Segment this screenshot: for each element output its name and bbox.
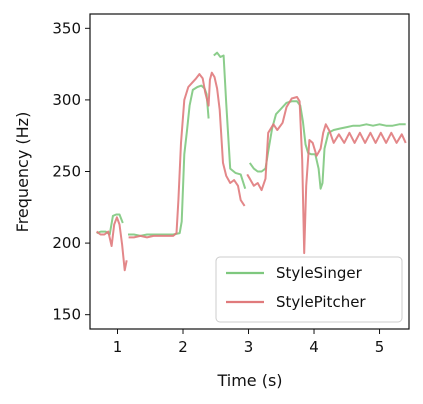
x-tick-label: 3: [244, 338, 254, 356]
y-axis: 150 200 250 300 350: [52, 19, 90, 324]
x-tick-label: 5: [375, 338, 385, 356]
series-layer: [96, 51, 407, 272]
series-line-stylepitcher: [246, 96, 407, 255]
x-axis: 1 2 3 4 5: [113, 329, 385, 356]
series-stylesinger: [96, 51, 406, 237]
x-tick-label: 1: [113, 338, 123, 356]
series-line-stylesinger: [213, 51, 247, 190]
x-tick-label: 2: [178, 338, 188, 356]
y-tick-label: 350: [52, 19, 81, 37]
series-stylepitcher: [96, 71, 407, 272]
series-line-stylesinger: [248, 100, 406, 190]
y-tick-label: 200: [52, 234, 81, 252]
x-axis-label: Time (s): [216, 371, 282, 390]
legend-label-stylepitcher: StylePitcher: [276, 293, 366, 311]
series-line-stylepitcher: [128, 71, 246, 239]
legend-label-stylesinger: StyleSinger: [276, 264, 363, 282]
series-line-stylepitcher: [96, 216, 128, 272]
y-axis-label: Frequency (Hz): [13, 112, 32, 233]
series-line-stylesinger: [96, 213, 124, 236]
y-tick-label: 300: [52, 91, 81, 109]
y-tick-label: 150: [52, 306, 81, 324]
series-line-stylesinger: [128, 84, 210, 237]
legend: StyleSinger StylePitcher: [215, 256, 403, 323]
x-tick-label: 4: [309, 338, 319, 356]
y-tick-label: 250: [52, 163, 81, 181]
